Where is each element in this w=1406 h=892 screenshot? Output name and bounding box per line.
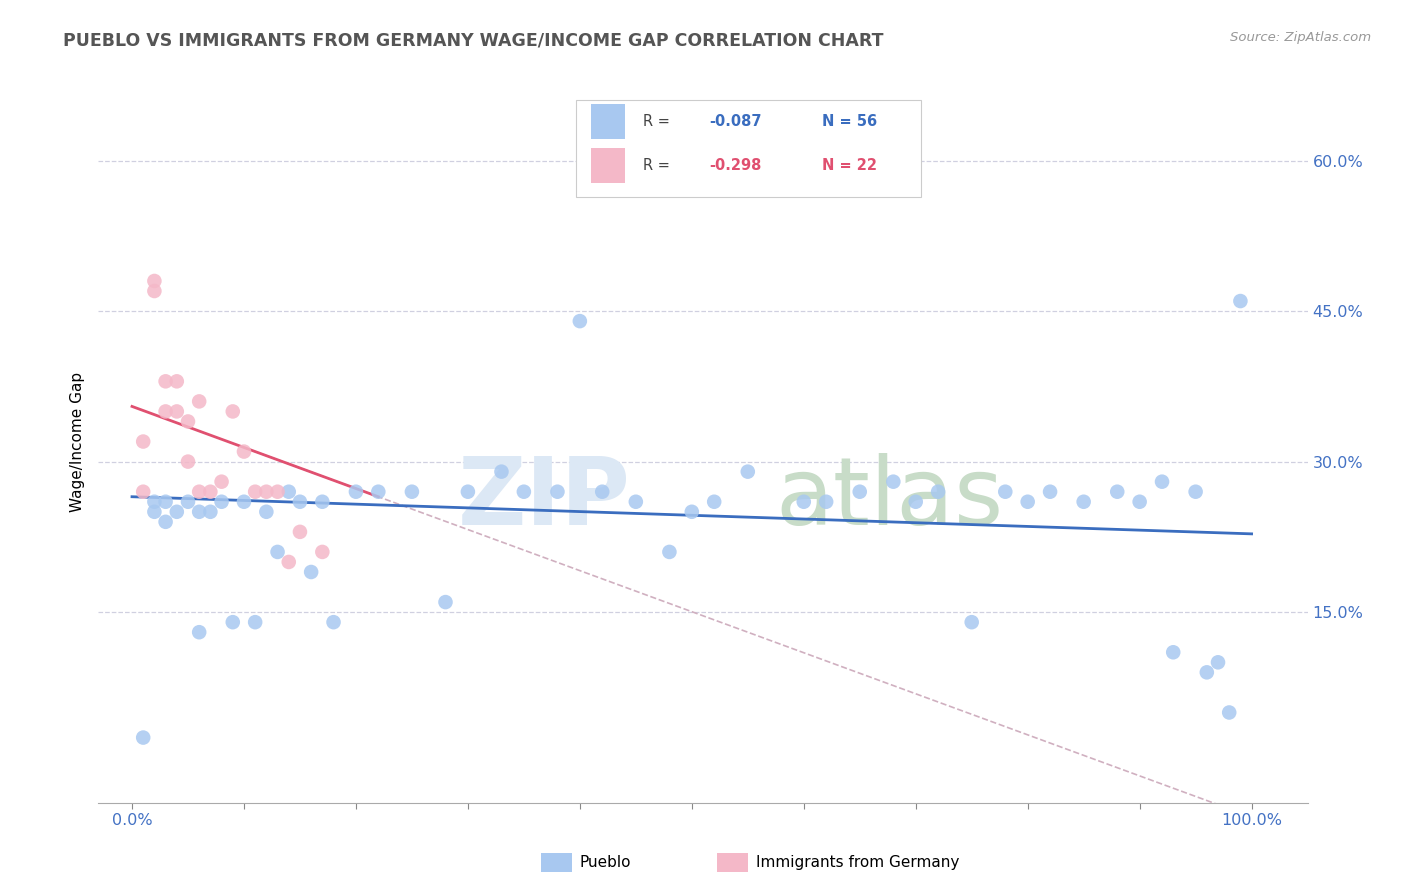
Point <box>132 731 155 745</box>
Point <box>166 375 188 389</box>
Point <box>132 434 155 449</box>
Point <box>211 494 233 508</box>
Point <box>222 404 245 418</box>
Point <box>703 494 725 508</box>
Point <box>815 494 838 508</box>
Point <box>200 505 222 519</box>
Text: N = 22: N = 22 <box>823 158 877 173</box>
Text: ZIP: ZIP <box>457 453 630 545</box>
Point <box>1229 294 1251 309</box>
Point <box>1039 484 1062 499</box>
Point <box>288 524 311 539</box>
Text: -0.298: -0.298 <box>710 158 762 173</box>
Y-axis label: Wage/Income Gap: Wage/Income Gap <box>70 371 86 512</box>
Point <box>737 465 759 479</box>
Point <box>513 484 536 499</box>
Point <box>188 625 211 640</box>
Point <box>188 394 211 409</box>
Text: -0.087: -0.087 <box>710 114 762 128</box>
Point <box>1195 665 1218 680</box>
Point <box>568 314 591 328</box>
Point <box>624 494 647 508</box>
Point <box>143 274 166 288</box>
Point <box>277 555 299 569</box>
Text: Immigrants from Germany: Immigrants from Germany <box>756 855 960 870</box>
Bar <box>591 103 626 139</box>
Text: N = 56: N = 56 <box>823 114 877 128</box>
Point <box>344 484 367 499</box>
Point <box>491 465 513 479</box>
Point <box>311 545 333 559</box>
Point <box>1017 494 1039 508</box>
Point <box>277 484 299 499</box>
Point <box>322 615 344 630</box>
Point <box>434 595 457 609</box>
Point <box>132 484 155 499</box>
Point <box>311 494 333 508</box>
Point <box>143 505 166 519</box>
Text: R =: R = <box>643 158 675 173</box>
Point <box>254 505 277 519</box>
Point <box>266 484 288 499</box>
Text: Source: ZipAtlas.com: Source: ZipAtlas.com <box>1230 31 1371 45</box>
Text: Pueblo: Pueblo <box>579 855 631 870</box>
Point <box>155 404 177 418</box>
Point <box>288 494 311 508</box>
Point <box>143 494 166 508</box>
Point <box>266 545 288 559</box>
Point <box>155 375 177 389</box>
Point <box>166 505 188 519</box>
Point <box>188 484 211 499</box>
Bar <box>576 100 921 197</box>
Point <box>882 475 904 489</box>
Point <box>211 475 233 489</box>
Point <box>254 484 277 499</box>
Point <box>457 484 479 499</box>
Point <box>1218 706 1240 720</box>
Point <box>155 515 177 529</box>
Point <box>401 484 423 499</box>
Point <box>1161 645 1184 659</box>
Point <box>1206 655 1229 669</box>
Point <box>177 455 200 469</box>
Bar <box>591 147 626 183</box>
Point <box>200 484 222 499</box>
Point <box>994 484 1017 499</box>
Point <box>1073 494 1095 508</box>
Point <box>233 494 256 508</box>
Point <box>793 494 815 508</box>
Point <box>1107 484 1129 499</box>
Point <box>1150 475 1173 489</box>
Text: atlas: atlas <box>776 453 1004 545</box>
Point <box>681 505 703 519</box>
Point <box>367 484 389 499</box>
Point <box>1184 484 1206 499</box>
Point <box>848 484 870 499</box>
Point <box>243 484 266 499</box>
Point <box>155 494 177 508</box>
Point <box>299 565 322 579</box>
Point <box>177 494 200 508</box>
Point <box>904 494 927 508</box>
Point <box>188 505 211 519</box>
Point <box>233 444 256 458</box>
Point <box>591 484 613 499</box>
Point <box>143 284 166 298</box>
Point <box>222 615 245 630</box>
Point <box>658 545 681 559</box>
Point <box>1129 494 1152 508</box>
Point <box>243 615 266 630</box>
Point <box>960 615 983 630</box>
Text: PUEBLO VS IMMIGRANTS FROM GERMANY WAGE/INCOME GAP CORRELATION CHART: PUEBLO VS IMMIGRANTS FROM GERMANY WAGE/I… <box>63 31 884 49</box>
Point <box>177 414 200 429</box>
Text: R =: R = <box>643 114 675 128</box>
Point <box>927 484 949 499</box>
Point <box>546 484 568 499</box>
Point <box>166 404 188 418</box>
